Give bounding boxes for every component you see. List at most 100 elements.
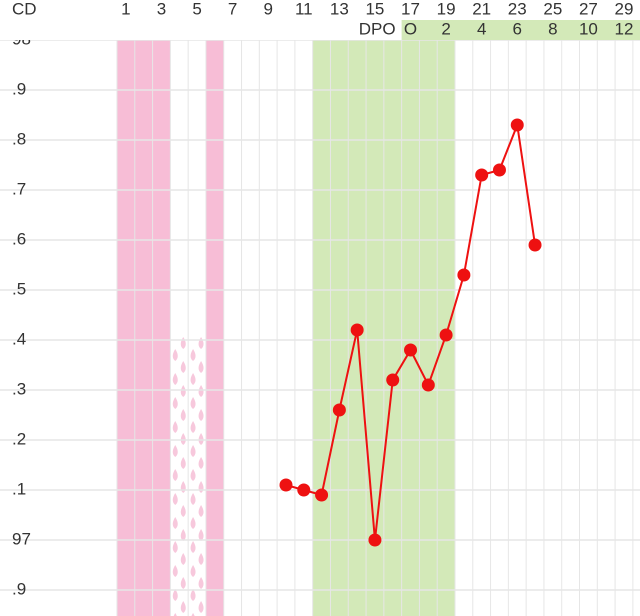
x-tick-label: 29 [615, 0, 634, 18]
spotting-day [172, 337, 186, 616]
spotting-drop [198, 481, 204, 493]
dpo-tick-label: 8 [548, 19, 557, 38]
x-tick-label: 1 [121, 0, 130, 18]
spotting-drop [172, 469, 178, 481]
dpo-tick-label: 12 [615, 19, 634, 38]
spotting-drop [180, 577, 186, 589]
period-day [152, 40, 171, 616]
temperature-point [332, 403, 346, 417]
spotting-drop [198, 361, 204, 373]
spotting-drop [172, 397, 178, 409]
spotting-drop [173, 613, 177, 616]
temperature-point [315, 488, 329, 502]
spotting-drop [180, 529, 186, 541]
spotting-drop [172, 349, 178, 361]
spotting-drop [190, 541, 196, 553]
spotting-drop [172, 493, 178, 505]
spotting-drop [172, 565, 178, 577]
x-tick-label: 5 [192, 0, 201, 18]
spotting-drop [180, 457, 186, 469]
spotting-drop [198, 457, 204, 469]
x-tick-label: 7 [228, 0, 237, 18]
dpo-tick-label: 4 [477, 19, 486, 38]
spotting-drop [172, 541, 178, 553]
x-tick-label: 3 [157, 0, 166, 18]
spotting-drop [180, 361, 186, 373]
x-tick-label: 19 [437, 0, 456, 18]
spotting-drop [172, 589, 178, 601]
spotting-drop [198, 385, 204, 397]
temperature-point [279, 478, 293, 492]
x-tick-label: 17 [401, 0, 420, 18]
spotting-drop [198, 433, 204, 445]
spotting-drop [190, 565, 196, 577]
x-tick-label: 13 [330, 0, 349, 18]
spotting-drop [198, 601, 204, 613]
dpo-tick-label: 2 [441, 19, 450, 38]
y-tick-label: 97 [12, 529, 31, 548]
temperature-point [439, 328, 453, 342]
temperature-point [492, 163, 506, 177]
temperature-point [297, 483, 311, 497]
temperature-point [475, 168, 489, 182]
spotting-drop [180, 553, 186, 565]
dpo-band [401, 20, 640, 40]
y-tick-label: .1 [12, 479, 26, 498]
y-tick-label: .5 [12, 279, 26, 298]
y-tick-label: .2 [12, 429, 26, 448]
spotting-drop [198, 553, 204, 565]
period-day [134, 40, 153, 616]
spotting-drop [190, 493, 196, 505]
spotting-drop [180, 337, 186, 349]
dpo-tick-label: O [404, 19, 417, 38]
y-tick-label: .6 [12, 229, 26, 248]
temperature-point [457, 268, 471, 282]
spotting-drop [180, 505, 186, 517]
temperature-point [368, 533, 382, 547]
x-tick-label: 11 [295, 0, 313, 18]
spotting-drop [190, 469, 196, 481]
y-tick-label: .9 [12, 79, 26, 98]
temperature-point [510, 118, 524, 132]
spotting-drop [190, 421, 196, 433]
spotting-drop [198, 409, 204, 421]
temperature-point [404, 343, 418, 357]
dpo-tick-label: 6 [513, 19, 522, 38]
y-tick-label: .9 [12, 579, 26, 598]
spotting-day [190, 337, 204, 616]
spotting-drop [198, 529, 204, 541]
dpo-label: DPO [359, 19, 396, 38]
period-day [205, 40, 224, 616]
spotting-drop [180, 601, 186, 613]
spotting-drop [190, 349, 196, 361]
x-tick-label: 21 [472, 0, 491, 18]
temperature-point [421, 378, 435, 392]
spotting-drop [198, 337, 204, 349]
y-tick-label: .3 [12, 379, 26, 398]
spotting-drop [172, 421, 178, 433]
x-tick-label: 15 [365, 0, 384, 18]
spotting-drop [190, 373, 196, 385]
spotting-drop [180, 385, 186, 397]
spotting-drop [190, 445, 196, 457]
y-tick-label: 98 [12, 29, 31, 48]
spotting-drop [180, 481, 186, 493]
x-tick-label: 23 [508, 0, 527, 18]
spotting-drop [190, 517, 196, 529]
dpo-tick-label: 10 [579, 19, 598, 38]
x-tick-label: 25 [543, 0, 562, 18]
temperature-point [528, 238, 542, 252]
spotting-drop [190, 589, 196, 601]
spotting-drop [172, 373, 178, 385]
x-tick-label: 27 [579, 0, 598, 18]
spotting-drop [172, 517, 178, 529]
y-tick-label: .8 [12, 129, 26, 148]
spotting-drop [180, 409, 186, 421]
spotting-drop [190, 397, 196, 409]
y-tick-label: .7 [12, 179, 26, 198]
period-day [117, 40, 135, 616]
spotting-drop [198, 505, 204, 517]
x-axis-label: CD [12, 0, 37, 18]
y-tick-label: .4 [12, 329, 26, 348]
